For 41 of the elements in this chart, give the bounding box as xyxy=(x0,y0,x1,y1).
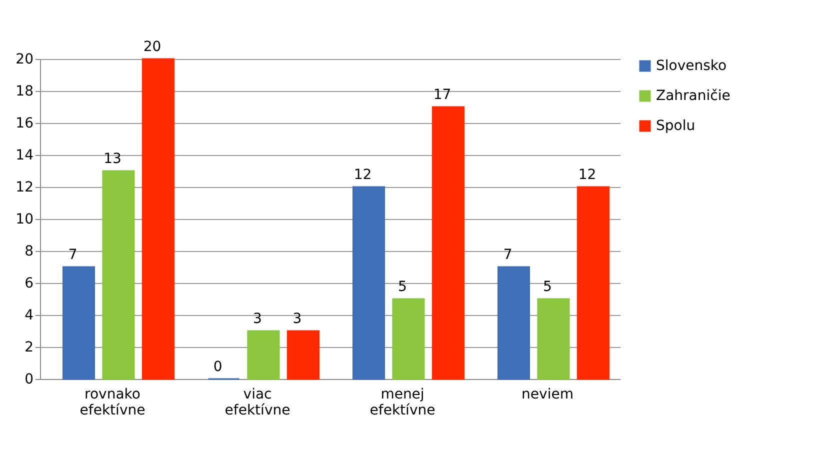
bar xyxy=(102,170,135,380)
y-tick-label: 18 xyxy=(16,84,34,100)
data-label: 12 xyxy=(354,167,372,183)
bar xyxy=(62,266,96,380)
data-label: 17 xyxy=(433,87,452,103)
data-label: 5 xyxy=(398,279,407,295)
y-tick-label: 2 xyxy=(24,340,34,356)
y-tick-label: 8 xyxy=(24,244,34,260)
data-label: 3 xyxy=(253,311,262,327)
y-tick-label: 4 xyxy=(24,308,34,324)
y-tick-label: 14 xyxy=(16,148,34,164)
data-label: 7 xyxy=(503,247,512,263)
data-label: 12 xyxy=(578,167,596,183)
y-tick-label: 6 xyxy=(24,276,34,292)
data-label: 3 xyxy=(292,311,302,327)
bar xyxy=(576,186,610,380)
x-tick-label: menej efektívne xyxy=(370,386,436,418)
data-label: 5 xyxy=(543,279,552,295)
y-tick-label: 0 xyxy=(24,372,34,388)
data-label: 20 xyxy=(143,39,162,55)
legend-label: Slovensko xyxy=(656,58,727,74)
data-label: 7 xyxy=(68,247,78,263)
bar xyxy=(432,106,464,380)
bar xyxy=(352,186,386,380)
x-tick-label: rovnako efektívne xyxy=(80,386,146,418)
bar xyxy=(392,298,425,380)
y-tick-label: 20 xyxy=(16,52,34,68)
data-label: 0 xyxy=(213,359,222,375)
bar xyxy=(537,298,570,380)
bar xyxy=(286,330,320,380)
y-tick-label: 16 xyxy=(16,116,34,132)
y-tick-label: 12 xyxy=(16,180,34,196)
y-tick-label: 10 xyxy=(16,212,34,228)
x-tick-label: viac efektívne xyxy=(224,386,290,418)
x-tick-label: neviem xyxy=(522,386,574,402)
legend-label: Zahraničie xyxy=(656,88,730,104)
bar xyxy=(247,330,280,380)
data-label: 13 xyxy=(104,151,122,167)
bar xyxy=(142,58,174,380)
bar xyxy=(497,266,530,380)
legend-label: Spolu xyxy=(656,118,696,134)
